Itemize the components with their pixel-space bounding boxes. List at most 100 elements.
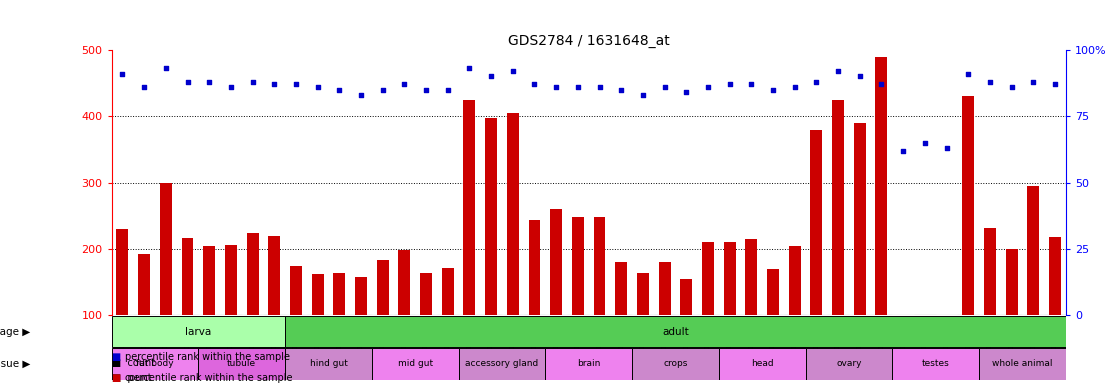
Point xyxy=(960,71,978,77)
Bar xyxy=(247,233,259,315)
Bar xyxy=(632,348,719,379)
Text: accessory gland: accessory gland xyxy=(465,359,539,368)
Point xyxy=(439,87,456,93)
Bar xyxy=(463,100,475,315)
Point xyxy=(590,84,608,90)
Bar xyxy=(529,220,540,315)
Bar xyxy=(485,118,497,315)
Point xyxy=(179,79,196,85)
Point xyxy=(526,81,543,88)
Bar xyxy=(334,273,345,315)
Bar xyxy=(138,253,150,315)
Point xyxy=(981,79,999,85)
Bar xyxy=(594,217,606,315)
Point xyxy=(829,68,847,74)
Point xyxy=(352,92,369,98)
Point xyxy=(1046,81,1064,88)
Point xyxy=(634,92,652,98)
Point xyxy=(266,81,283,88)
Point xyxy=(200,79,218,85)
Text: ■: ■ xyxy=(112,352,121,362)
Text: mid gut: mid gut xyxy=(397,359,433,368)
Title: GDS2784 / 1631648_at: GDS2784 / 1631648_at xyxy=(508,33,670,48)
Text: tubule: tubule xyxy=(228,359,257,368)
Text: tissue ▶: tissue ▶ xyxy=(0,359,30,369)
Point xyxy=(547,84,565,90)
Bar xyxy=(1006,249,1018,315)
Point xyxy=(330,87,348,93)
Bar xyxy=(442,268,454,315)
Bar xyxy=(311,274,324,315)
Bar xyxy=(681,279,692,315)
Bar xyxy=(745,239,758,315)
Bar xyxy=(897,315,910,375)
Point xyxy=(937,145,955,151)
Point xyxy=(786,84,804,90)
Bar xyxy=(854,123,866,315)
Point xyxy=(503,68,521,74)
Bar xyxy=(507,113,519,315)
Point xyxy=(417,87,435,93)
Bar xyxy=(420,273,432,315)
Point xyxy=(742,81,760,88)
Bar xyxy=(810,129,822,315)
Bar xyxy=(372,348,459,379)
Bar xyxy=(1028,186,1039,315)
Bar xyxy=(789,246,800,315)
Point xyxy=(569,84,587,90)
Bar xyxy=(875,56,887,315)
Point xyxy=(309,84,327,90)
Point xyxy=(135,84,153,90)
Bar xyxy=(355,278,367,315)
Point xyxy=(374,87,392,93)
Bar xyxy=(979,348,1066,379)
Bar xyxy=(806,348,893,379)
Point xyxy=(808,79,826,85)
Point xyxy=(1024,79,1042,85)
Point xyxy=(287,81,305,88)
Bar xyxy=(182,238,193,315)
Bar xyxy=(285,316,1066,347)
Text: ■  count
■  percentile rank within the sample: ■ count ■ percentile rank within the sam… xyxy=(112,358,292,383)
Bar xyxy=(116,229,128,315)
Point xyxy=(850,73,868,79)
Text: whole animal: whole animal xyxy=(992,359,1052,368)
Text: testes: testes xyxy=(922,359,950,368)
Bar xyxy=(203,246,215,315)
Bar xyxy=(893,348,979,379)
Point xyxy=(656,84,674,90)
Point xyxy=(764,87,782,93)
Bar xyxy=(398,250,411,315)
Bar xyxy=(984,228,995,315)
Bar xyxy=(1049,237,1061,315)
Bar xyxy=(285,348,372,379)
Point xyxy=(721,81,739,88)
Text: development stage ▶: development stage ▶ xyxy=(0,326,30,336)
Point xyxy=(916,140,934,146)
Bar xyxy=(112,316,285,347)
Bar xyxy=(918,315,931,374)
Point xyxy=(1002,84,1020,90)
Point xyxy=(114,71,132,77)
Bar xyxy=(160,183,172,315)
Bar xyxy=(615,262,627,315)
Bar xyxy=(833,100,844,315)
Text: fat body: fat body xyxy=(136,359,174,368)
Point xyxy=(395,81,413,88)
Bar xyxy=(719,348,806,379)
Text: hind gut: hind gut xyxy=(309,359,347,368)
Bar xyxy=(550,209,562,315)
Point xyxy=(699,84,716,90)
Text: adult: adult xyxy=(662,326,689,336)
Bar xyxy=(702,242,714,315)
Bar xyxy=(767,269,779,315)
Bar xyxy=(546,348,632,379)
Text: larva: larva xyxy=(185,326,211,336)
Bar xyxy=(377,260,388,315)
Text: ovary: ovary xyxy=(836,359,862,368)
Bar xyxy=(962,96,974,315)
Bar xyxy=(571,217,584,315)
Bar xyxy=(225,245,237,315)
Text: ■: ■ xyxy=(112,373,121,383)
Bar xyxy=(637,273,648,315)
